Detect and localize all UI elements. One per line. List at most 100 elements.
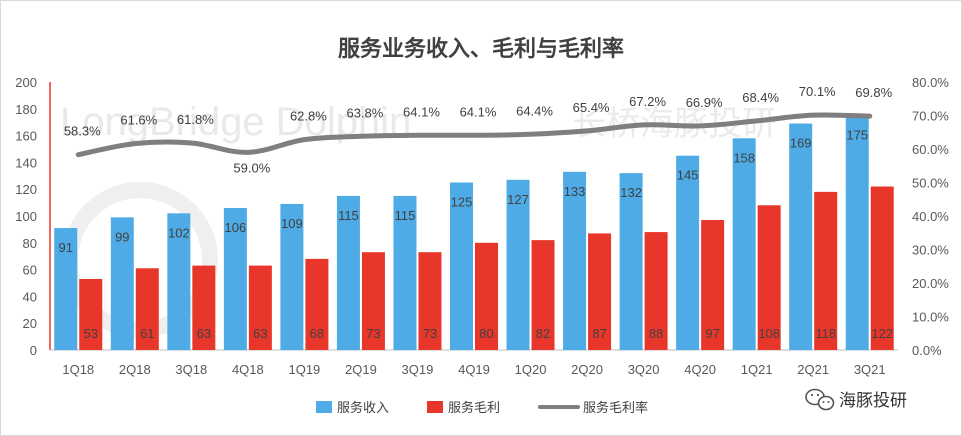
label-revenue: 106	[225, 220, 247, 235]
bar-revenue	[280, 203, 304, 350]
bars	[54, 115, 894, 350]
bar-revenue	[450, 182, 473, 350]
label-profit: 61	[140, 326, 154, 341]
left-axis-tick-label: 180	[15, 102, 37, 117]
category-label: 1Q18	[62, 362, 94, 377]
bar-profit	[135, 268, 159, 350]
label-margin: 66.9%	[686, 95, 723, 110]
label-margin: 61.8%	[177, 112, 214, 127]
bar-revenue	[789, 123, 813, 350]
chart-title: 服务业务收入、毛利与毛利率	[338, 36, 624, 62]
right-axis-tick-label: 0.0%	[912, 343, 942, 358]
bar-revenue	[506, 179, 530, 350]
right-axis-tick-label: 80.0%	[912, 75, 949, 90]
left-axis-tick-label: 0	[30, 343, 37, 358]
label-margin: 59.0%	[233, 160, 270, 175]
category-label: 3Q19	[402, 362, 434, 377]
label-profit: 87	[592, 326, 606, 341]
legend-label-margin: 服务毛利率	[583, 400, 648, 416]
bar-revenue	[393, 195, 417, 350]
bar-revenue	[619, 173, 643, 350]
category-label: 3Q20	[628, 362, 660, 377]
bar-revenue	[563, 171, 587, 350]
label-revenue: 158	[733, 150, 755, 165]
right-axis-tick-label: 70.0%	[912, 109, 949, 124]
left-axis-tick-label: 40	[23, 289, 37, 304]
bar-profit	[475, 242, 498, 350]
bar-profit	[418, 252, 442, 350]
category-label: 3Q21	[854, 362, 886, 377]
bar-revenue	[676, 155, 700, 350]
left-axis-tick-label: 20	[23, 316, 37, 331]
bar-revenue	[732, 138, 756, 350]
bar-revenue	[845, 115, 869, 350]
label-profit: 53	[84, 326, 98, 341]
label-margin: 68.4%	[742, 90, 779, 105]
bar-profit	[305, 258, 329, 350]
wechat-icon	[805, 388, 835, 411]
legend-swatch-revenue	[316, 401, 332, 413]
label-revenue: 109	[281, 216, 303, 231]
label-margin: 70.1%	[799, 84, 836, 99]
right-axis-tick-label: 40.0%	[912, 209, 949, 224]
left-axis-tick-label: 140	[15, 155, 37, 170]
legend-label-revenue: 服务收入	[337, 400, 389, 416]
bar-profit	[757, 205, 781, 350]
legend-swatch-profit	[427, 401, 443, 413]
left-axis-tick-label: 80	[23, 236, 37, 251]
category-label: 1Q19	[288, 362, 320, 377]
left-axis-tick-label: 200	[15, 75, 37, 90]
left-axis-tick-label: 120	[15, 182, 37, 197]
category-label: 2Q20	[571, 362, 603, 377]
bar-revenue	[336, 195, 360, 350]
label-revenue: 115	[338, 208, 359, 223]
label-revenue: 169	[790, 136, 812, 151]
left-axis: 0 20 40 60 80 100 120 140 160 180 200	[15, 75, 898, 358]
label-revenue: 115	[395, 208, 416, 223]
category-label: 4Q18	[232, 362, 264, 377]
bar-profit	[701, 220, 725, 350]
label-margin: 61.6%	[120, 113, 157, 128]
data-labels: 91 53 99 61 102 63 106 63 109 68 115 73 115 73 125 80 12…	[59, 84, 894, 341]
bar-revenue	[167, 213, 191, 350]
label-revenue: 99	[115, 229, 129, 244]
bar-revenue	[54, 228, 78, 350]
left-axis-tick-label: 60	[23, 263, 37, 278]
label-margin: 62.8%	[290, 109, 327, 124]
bar-profit	[361, 252, 385, 350]
label-revenue: 127	[507, 192, 529, 207]
bar-revenue	[223, 207, 247, 350]
bar-profit	[644, 232, 668, 350]
bar-profit	[79, 278, 103, 350]
category-label: 2Q18	[119, 362, 151, 377]
label-revenue: 133	[564, 184, 586, 199]
category-label: 1Q20	[515, 362, 547, 377]
right-axis-tick-label: 50.0%	[912, 176, 949, 191]
label-margin: 64.1%	[460, 104, 497, 119]
right-axis-tick-label: 30.0%	[912, 243, 949, 258]
right-axis-tick-label: 60.0%	[912, 142, 949, 157]
category-label: 1Q21	[741, 362, 773, 377]
category-label: 2Q19	[345, 362, 377, 377]
label-margin: 67.2%	[629, 94, 666, 109]
category-label: 2Q21	[797, 362, 829, 377]
label-revenue: 175	[846, 128, 868, 143]
label-profit: 63	[197, 326, 211, 341]
bar-profit	[814, 191, 838, 350]
label-profit: 73	[423, 326, 437, 341]
label-revenue: 132	[620, 185, 642, 200]
margin-line-path	[75, 112, 873, 158]
legend: 服务收入 服务毛利 服务毛利率	[316, 400, 648, 416]
bar-profit	[248, 265, 272, 350]
label-profit: 118	[815, 326, 836, 341]
category-label: 4Q19	[458, 362, 490, 377]
right-axis-tick-label: 20.0%	[912, 276, 949, 291]
right-axis-tick-label: 10.0%	[912, 310, 949, 325]
brand-name: 海豚投研	[839, 391, 907, 411]
label-margin: 58.3%	[64, 124, 101, 139]
label-revenue: 125	[451, 195, 473, 210]
label-revenue: 102	[168, 225, 190, 240]
label-profit: 88	[649, 326, 663, 341]
label-margin: 64.4%	[516, 103, 553, 118]
label-revenue: 145	[677, 168, 699, 183]
